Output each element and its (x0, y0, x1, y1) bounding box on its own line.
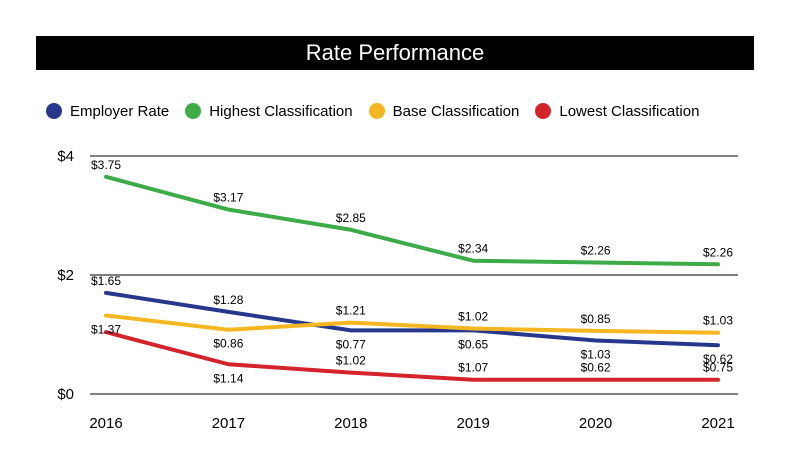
x-tick-label: 2021 (701, 415, 734, 432)
legend-label: Highest Classification (209, 102, 353, 120)
y-tick-label: $0 (57, 386, 74, 403)
x-tick-label: 2020 (579, 415, 612, 432)
legend-item: Lowest Classification (535, 103, 699, 120)
data-label: $0.65 (458, 337, 488, 351)
chart-title: Rate Performance (36, 36, 754, 70)
legend-marker (46, 103, 62, 119)
data-label: $0.62 (703, 352, 733, 366)
data-label: $1.28 (213, 293, 243, 307)
data-label: $3.17 (213, 191, 243, 205)
data-label: $1.03 (581, 347, 611, 361)
data-label: $0.75 (703, 361, 733, 375)
data-label: $1.14 (213, 371, 243, 385)
legend: Employer Rate Highest Classification Base … (46, 100, 715, 122)
legend-marker (368, 103, 385, 119)
data-label: $3.75 (91, 158, 121, 172)
legend-label: Employer Rate (70, 102, 170, 120)
series-line (104, 313, 720, 335)
data-label: $2.85 (336, 211, 366, 225)
x-tick-label: 2017 (212, 415, 245, 432)
data-label: $1.65 (91, 274, 121, 288)
legend-item: Base Classification (368, 102, 520, 120)
legend-label: Base Classification (392, 102, 520, 120)
data-label: $1.21 (336, 304, 366, 318)
series-line (104, 174, 720, 267)
legend-marker (535, 103, 552, 119)
y-tick-label: $2 (57, 267, 74, 284)
data-label: $1.07 (458, 361, 488, 375)
legend-item: Employer Rate (46, 103, 169, 120)
x-tick-label: 2018 (334, 415, 367, 432)
data-label: $2.26 (703, 245, 733, 259)
data-label: $2.26 (581, 244, 611, 258)
x-tick-label: 2019 (457, 415, 490, 432)
legend-label: Lowest Classification (559, 102, 700, 120)
data-label: $2.34 (458, 242, 488, 256)
data-label: $0.77 (336, 337, 366, 351)
data-label: $0.86 (213, 337, 243, 351)
y-tick-label: $4 (57, 148, 74, 165)
data-label: $1.37 (91, 322, 121, 336)
data-label: $0.85 (581, 312, 611, 326)
legend-item: Highest Classification (185, 102, 353, 120)
data-label: $1.02 (336, 354, 366, 368)
series-line (104, 290, 720, 348)
data-label: $0.62 (581, 361, 611, 375)
data-label: $1.03 (703, 314, 733, 328)
legend-marker (185, 103, 202, 119)
x-tick-label: 2016 (89, 415, 122, 432)
data-label: $1.02 (458, 310, 488, 324)
series-line (104, 330, 720, 382)
